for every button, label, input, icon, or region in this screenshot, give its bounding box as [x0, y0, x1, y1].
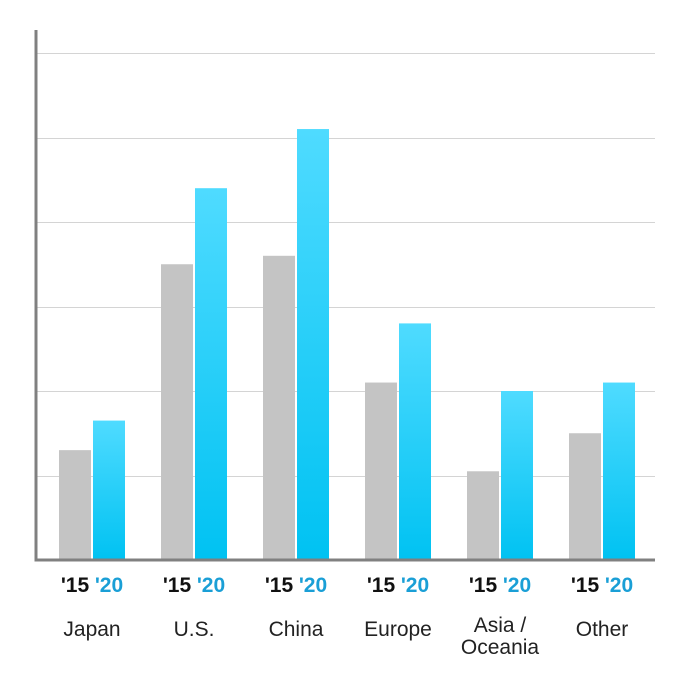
year-label-2020: '20 — [95, 574, 123, 597]
year-label-2020: '20 — [503, 574, 531, 597]
category-label: Japan — [63, 618, 120, 641]
year-label-2015: '15 — [61, 574, 90, 597]
category-label: Europe — [364, 618, 432, 641]
bar-2015 — [59, 450, 91, 560]
bar-2020 — [195, 188, 227, 560]
bar-2020 — [93, 420, 125, 560]
year-label-2015: '15 — [367, 574, 396, 597]
bar-2015 — [365, 382, 397, 560]
year-label-2020: '20 — [299, 574, 327, 597]
category-label: U.S. — [174, 618, 215, 641]
year-label-2020: '20 — [401, 574, 429, 597]
year-label-2015: '15 — [163, 574, 192, 597]
bar-2015 — [263, 255, 295, 561]
year-label-2015: '15 — [265, 574, 294, 597]
bar-2015 — [161, 264, 193, 560]
category-label: Asia / Oceania — [461, 614, 540, 659]
year-label-2015: '15 — [469, 574, 498, 597]
gridlines — [36, 53, 655, 477]
bar-2020 — [501, 391, 533, 560]
bar-2015 — [569, 433, 601, 560]
category-label: Other — [576, 618, 629, 641]
year-label-2015: '15 — [571, 574, 600, 597]
bar-2015 — [467, 471, 499, 560]
category-label: China — [269, 618, 324, 641]
year-label-2020: '20 — [605, 574, 633, 597]
bars — [59, 129, 635, 561]
year-label-2020: '20 — [197, 574, 225, 597]
axes — [34, 30, 655, 562]
labels: '15'20Japan'15'20U.S.'15'20China'15'20Eu… — [61, 574, 633, 659]
bar-2020 — [399, 323, 431, 560]
bar-2020 — [603, 382, 635, 560]
bar-2020 — [297, 129, 329, 561]
